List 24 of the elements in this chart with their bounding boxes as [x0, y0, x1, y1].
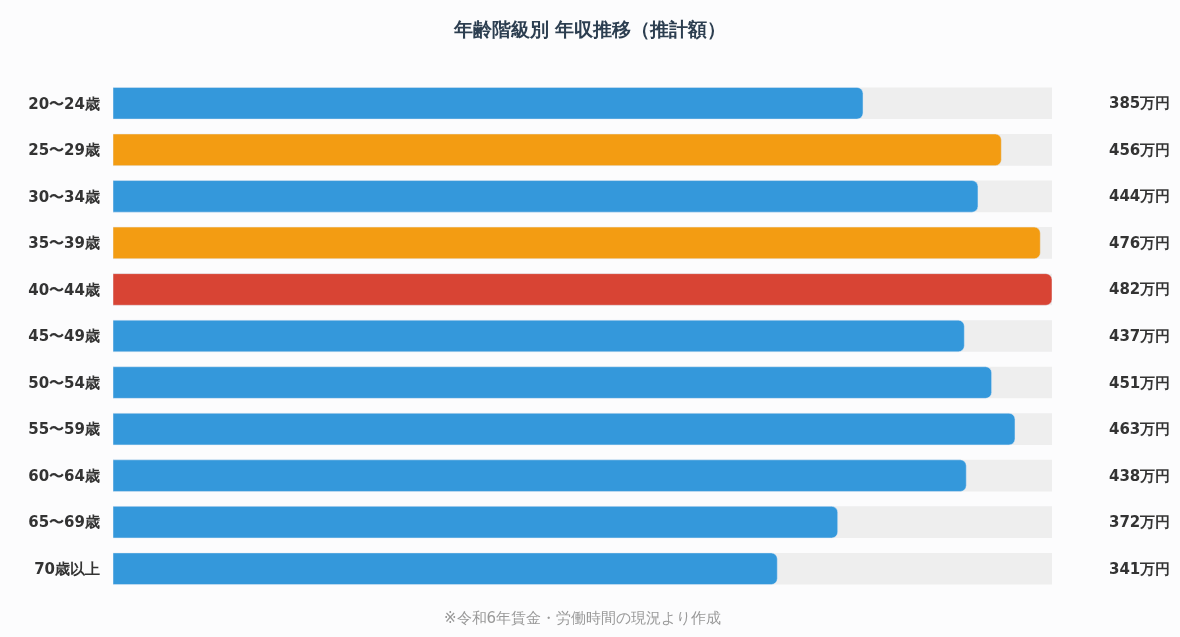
y-tick-label: 60〜64歳: [28, 466, 100, 485]
data-label: 444万円: [1109, 187, 1171, 205]
text: ※令和6年賃金・労働時間の現況より作成: [444, 609, 722, 627]
y-tick-label: 30〜34歳: [28, 187, 100, 206]
y-tick-label: 20〜24歳: [28, 94, 100, 113]
y-tick-label: 45〜49歳: [28, 327, 100, 346]
data-label: 482万円: [1109, 280, 1171, 298]
data-label: 463万円: [1109, 420, 1171, 438]
y-tick-label: 70歳以上: [34, 559, 100, 578]
data-label: 451万円: [1109, 374, 1171, 392]
chart-title: 年齢階級別 年収推移（推計額）: [452, 17, 727, 40]
y-tick-label: 55〜59歳: [28, 420, 100, 439]
y-tick-label: 40〜44歳: [28, 280, 100, 299]
data-label: 341万円: [1109, 560, 1171, 578]
y-tick-label: 65〜69歳: [28, 513, 100, 532]
y-tick-label: 35〜39歳: [28, 234, 100, 253]
data-label: 476万円: [1109, 234, 1171, 252]
y-tick-label: 50〜54歳: [28, 373, 100, 392]
data-label: 437万円: [1109, 327, 1171, 345]
data-label: 438万円: [1109, 467, 1171, 485]
data-label: 372万円: [1109, 513, 1171, 531]
data-label: 456万円: [1109, 141, 1171, 159]
data-label: 385万円: [1109, 94, 1171, 112]
y-tick-label: 25〜29歳: [28, 141, 100, 160]
